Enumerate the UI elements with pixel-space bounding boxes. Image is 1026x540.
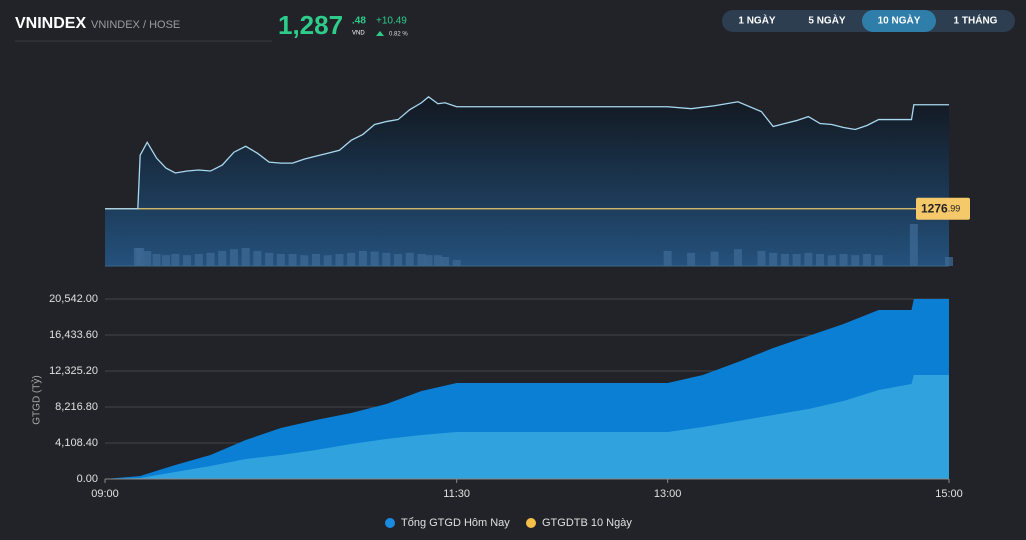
volume-bar <box>827 255 836 266</box>
currency: VND <box>352 31 365 37</box>
volume-bar <box>143 251 152 266</box>
volume-bar <box>862 254 871 266</box>
volume-bar <box>161 255 170 266</box>
volume-bar <box>440 257 449 266</box>
volume-bar <box>370 251 379 266</box>
tab[interactable]: 10 NGÀY <box>878 14 921 27</box>
up-arrow <box>376 31 384 36</box>
volume-bar <box>382 252 391 266</box>
area <box>105 375 949 479</box>
y-tick-label: 0.00 <box>77 473 98 485</box>
legend-label: Tổng GTGD Hôm Nay <box>401 517 510 529</box>
volume-bar <box>171 254 180 266</box>
volume-bar <box>335 254 344 266</box>
volume-bar <box>394 254 403 266</box>
intraday-chart: 1276.99 <box>105 95 970 267</box>
volume-bar <box>288 254 297 266</box>
tabs: 1 NGÀY 5 NGÀY 10 NGÀY 1 THÁNG <box>738 10 998 32</box>
volume-bar <box>183 255 192 266</box>
volume-bar <box>206 252 215 266</box>
volume-bar <box>663 251 672 266</box>
volume-bar <box>804 252 813 266</box>
price-int: 1,287 <box>278 10 343 40</box>
value-chart: 0.00 4,108.40 8,216.80 12,325.20 16,433.60 20… <box>31 293 963 529</box>
reference-dec: .99 <box>948 204 961 214</box>
y-tick-label: 16,433.60 <box>49 329 98 341</box>
y-tick-label: 12,325.20 <box>49 365 98 377</box>
legend-label: GTGDTB 10 Ngày <box>542 517 632 529</box>
volume-bar <box>405 252 414 266</box>
reference-label-box <box>916 197 970 220</box>
tab-active <box>862 10 936 32</box>
volume-bar <box>218 251 227 266</box>
tab[interactable]: 1 THÁNG <box>954 14 998 27</box>
reference-label: 1276.99 <box>921 202 960 216</box>
volume-bar <box>417 254 426 266</box>
volume-bar <box>909 224 918 266</box>
volume-bar <box>757 251 766 266</box>
y-tick-label: 8,216.80 <box>55 401 98 413</box>
volume-bar <box>276 254 285 266</box>
volume-bar <box>687 252 696 266</box>
volume-bar <box>769 252 778 266</box>
volume-bar <box>710 251 719 266</box>
volume-bar <box>792 254 801 266</box>
volume-bar <box>424 255 433 266</box>
x-tick-label: 15:00 <box>935 488 963 500</box>
x-tick-label: 11:30 <box>443 488 470 500</box>
volume-bar <box>323 255 332 266</box>
price-area <box>105 96 949 266</box>
volume-bar <box>452 260 461 266</box>
volume-bar <box>253 251 262 266</box>
volume-bar <box>347 252 356 266</box>
volume-bar <box>312 254 320 266</box>
x-tick-label: 09:00 <box>91 488 119 500</box>
change: +10.49 <box>376 16 407 27</box>
volume-bar <box>780 254 789 266</box>
y-tick-label: 4,108.40 <box>55 437 98 449</box>
volume-bar <box>433 255 442 266</box>
volume-bar <box>358 251 367 266</box>
change-pct: 0.82 % <box>389 32 408 38</box>
volume-bar <box>241 248 250 266</box>
legend-dot <box>385 518 395 528</box>
tab[interactable]: 1 NGÀY <box>738 14 776 27</box>
volume-bar <box>816 254 825 266</box>
tab[interactable]: 5 NGÀY <box>808 14 846 27</box>
volume-bar <box>265 252 274 266</box>
y-tick-label: 20,542.00 <box>49 293 98 305</box>
volume-bar <box>851 255 860 266</box>
volume-bar <box>194 254 203 266</box>
volume-bar <box>839 254 848 266</box>
volume-bar <box>229 249 238 266</box>
y-axis-label: GTGD (Tỷ) <box>31 375 43 424</box>
volume-bar <box>734 249 742 266</box>
legend-dot <box>526 518 536 528</box>
volume-bar <box>136 248 145 266</box>
exchange: VNINDEX / HOSE <box>91 19 180 31</box>
x-tick-label: 13:00 <box>654 488 682 500</box>
symbol: VNINDEX <box>15 15 86 32</box>
volume-bar <box>945 257 953 266</box>
volume-bar <box>300 255 309 266</box>
volume-bar <box>152 254 161 266</box>
volume-bar <box>874 255 883 266</box>
price-dec: .48 <box>352 16 366 27</box>
reference-int: 1276 <box>921 202 948 216</box>
price-line <box>105 95 949 210</box>
